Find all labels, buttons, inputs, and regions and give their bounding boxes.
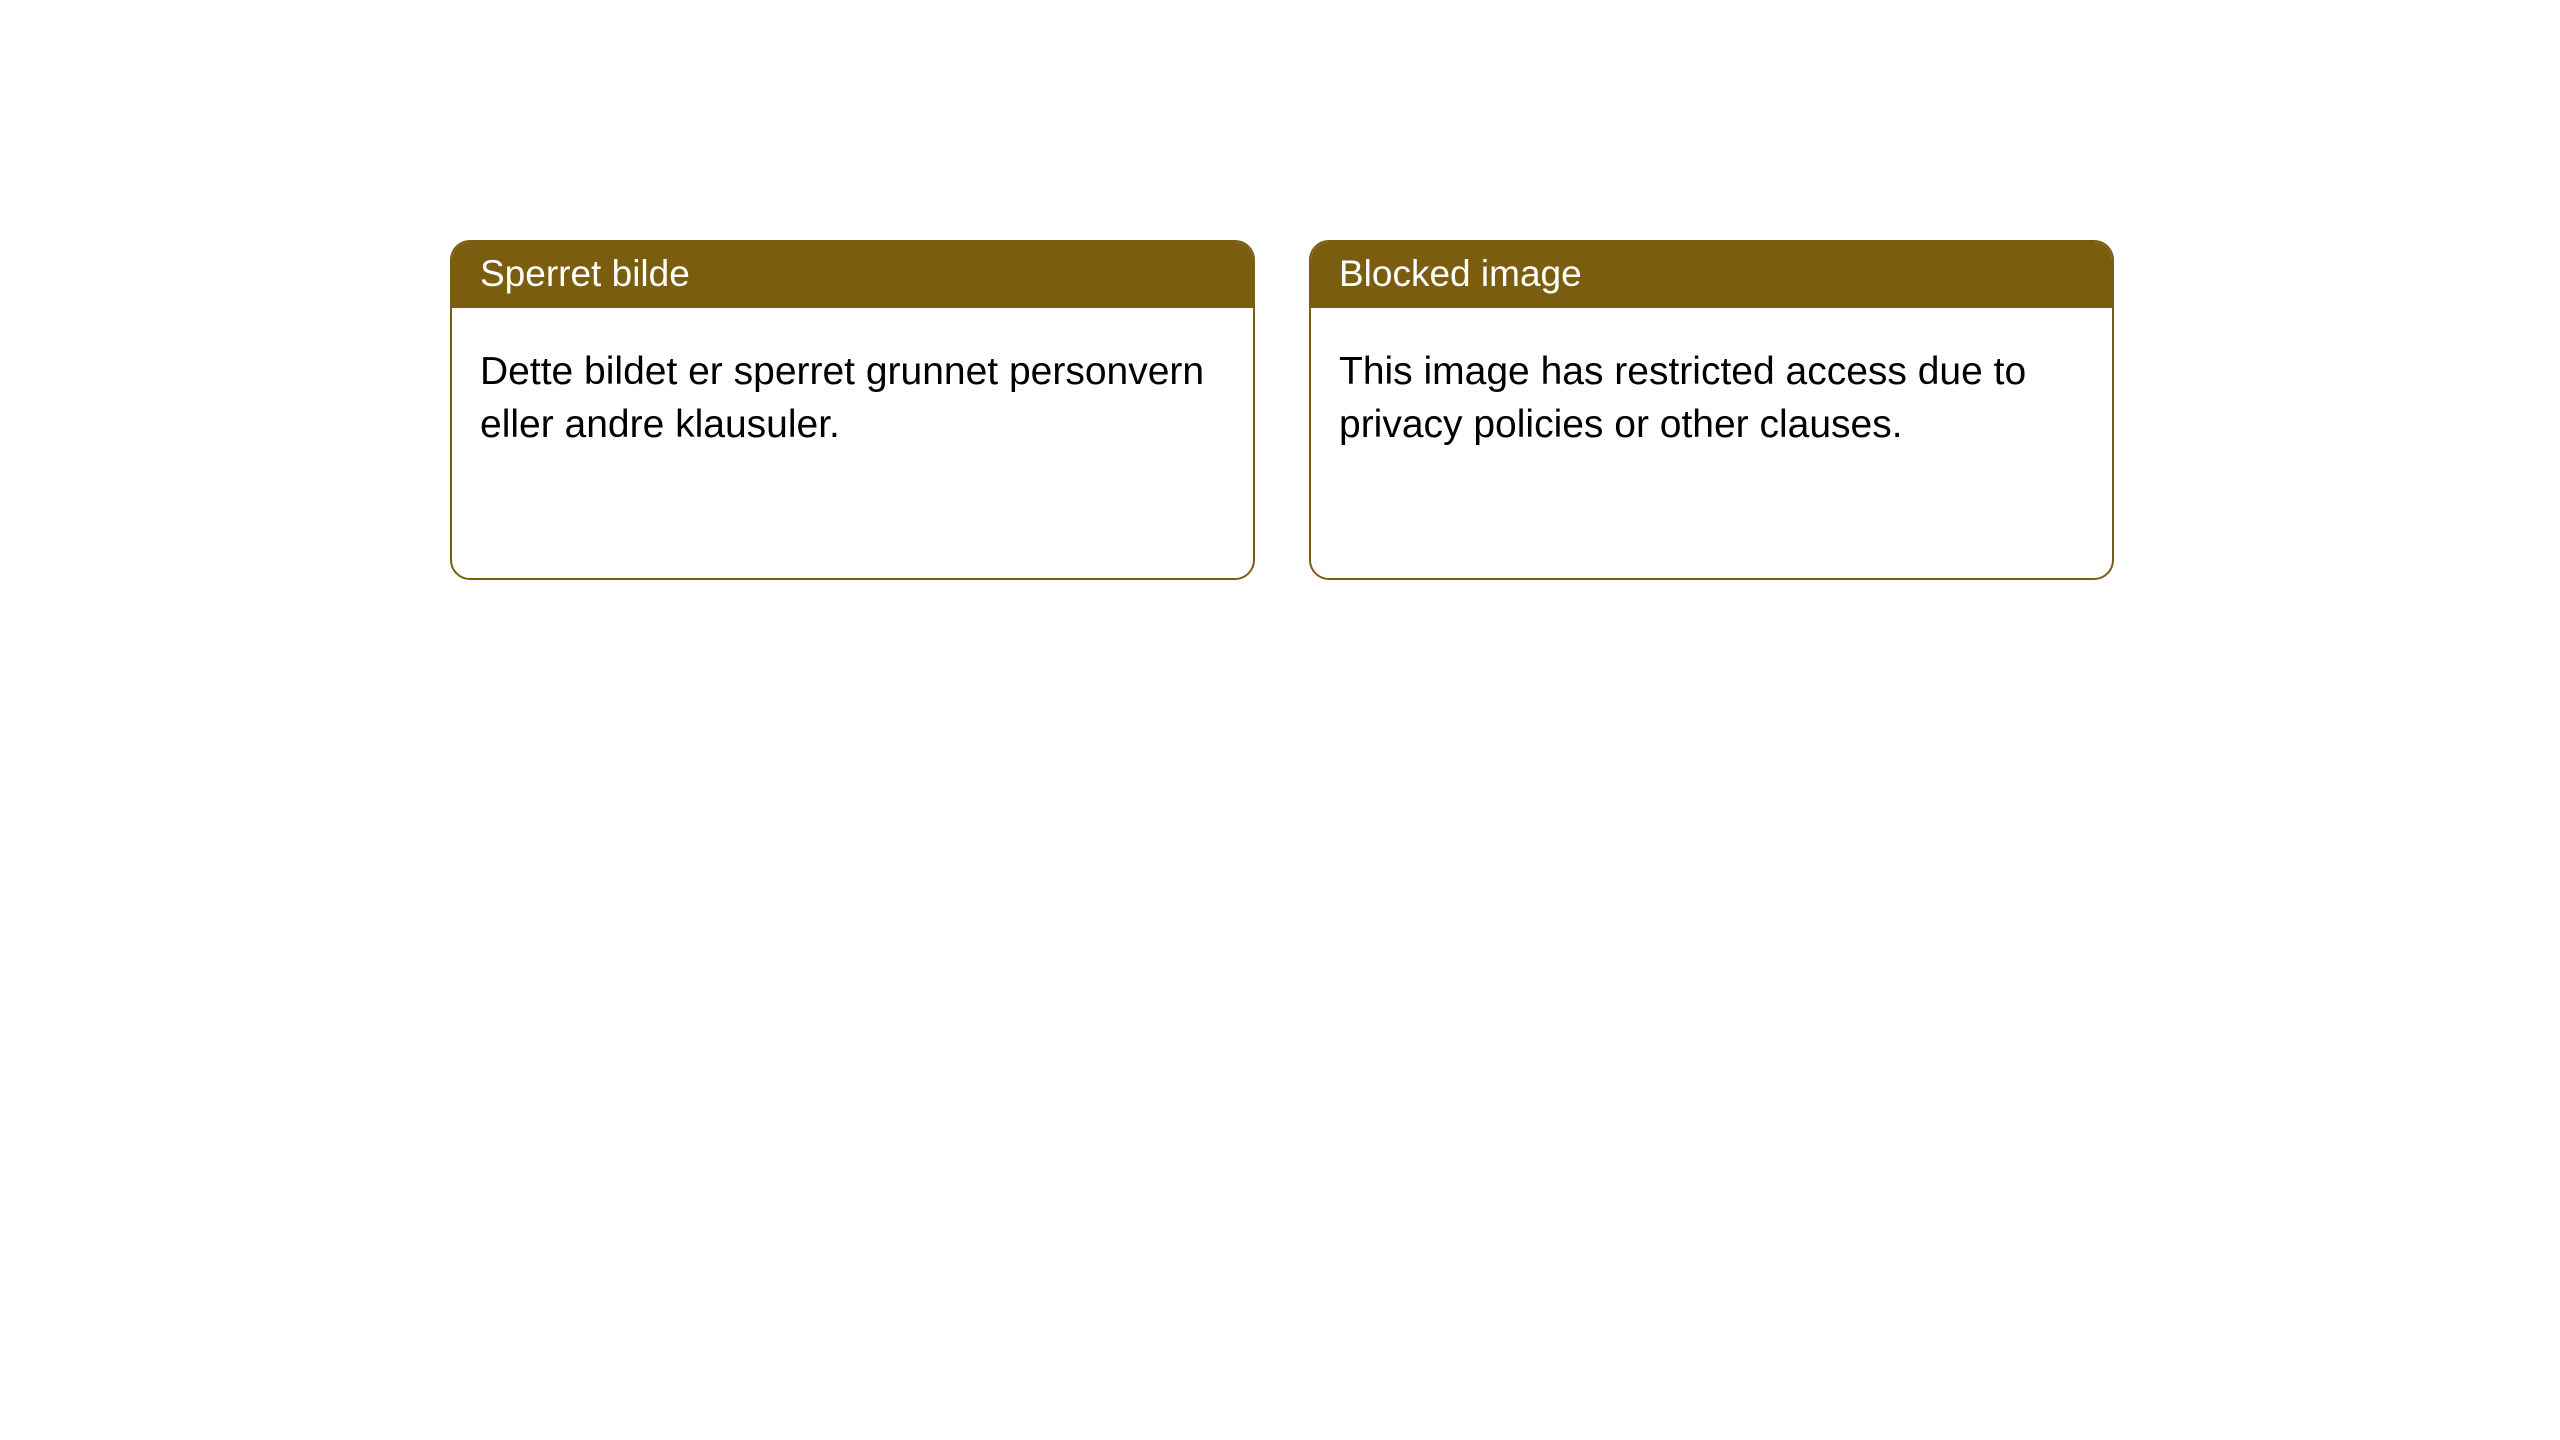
card-header-en: Blocked image — [1311, 242, 2112, 308]
card-message-no: Dette bildet er sperret grunnet personve… — [480, 350, 1204, 446]
card-header-no: Sperret bilde — [452, 242, 1253, 308]
card-body-no: Dette bildet er sperret grunnet personve… — [452, 308, 1253, 489]
notice-cards-container: Sperret bilde Dette bildet er sperret gr… — [450, 240, 2114, 580]
card-title-no: Sperret bilde — [480, 253, 690, 294]
card-title-en: Blocked image — [1339, 253, 1582, 294]
card-body-en: This image has restricted access due to … — [1311, 308, 2112, 489]
card-message-en: This image has restricted access due to … — [1339, 350, 2026, 446]
blocked-image-card-en: Blocked image This image has restricted … — [1309, 240, 2114, 580]
blocked-image-card-no: Sperret bilde Dette bildet er sperret gr… — [450, 240, 1255, 580]
